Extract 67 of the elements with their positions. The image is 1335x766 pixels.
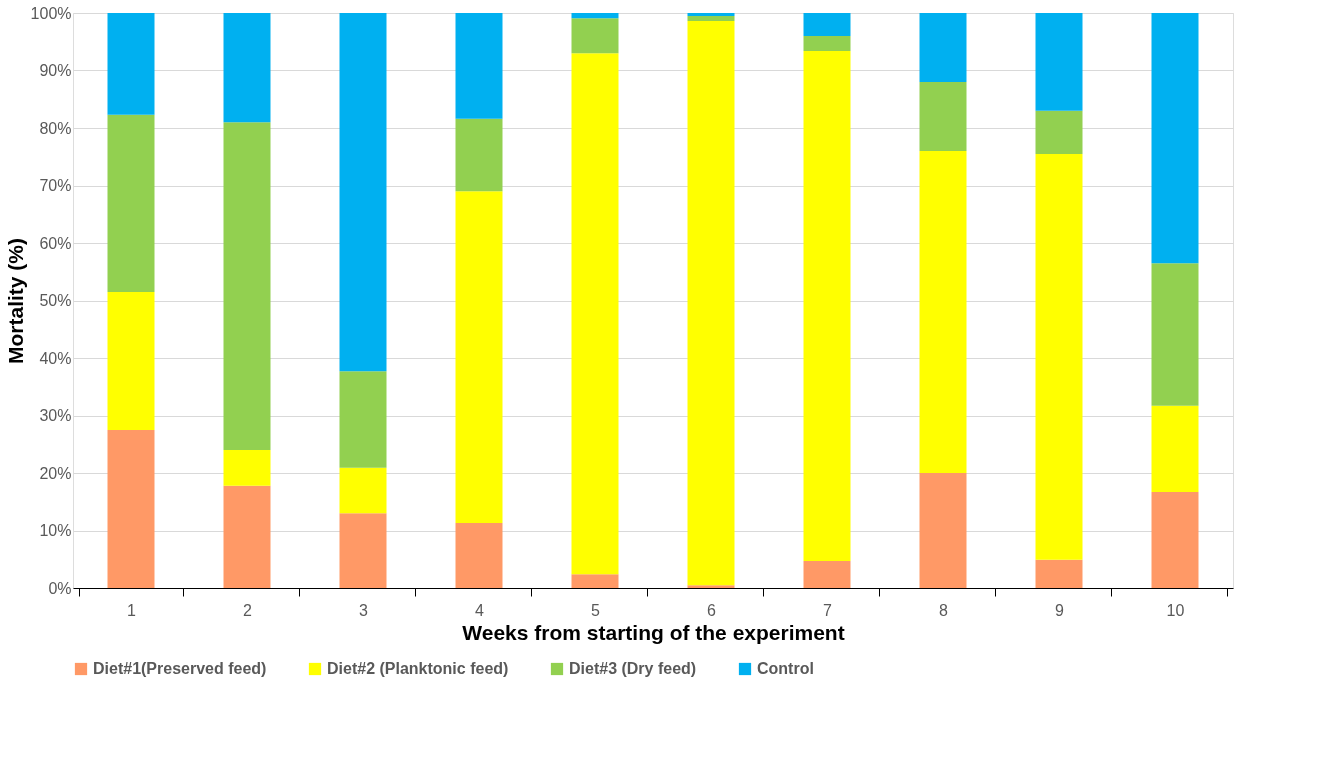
bar	[571, 53, 619, 575]
y-tick-label: 40%	[39, 349, 72, 367]
bar	[107, 13, 155, 115]
bar	[919, 82, 967, 151]
bar	[223, 450, 271, 486]
bar	[223, 485, 271, 588]
bar	[687, 585, 735, 588]
bar	[223, 122, 271, 450]
y-tick-label: 50%	[39, 292, 72, 309]
bar	[1151, 263, 1199, 406]
bar	[107, 114, 155, 292]
y-tick-label: 10%	[39, 522, 72, 539]
bar	[803, 560, 851, 588]
legend-label: Control	[757, 660, 814, 677]
x-tick-label: 4	[475, 601, 485, 619]
bar	[803, 13, 851, 36]
bar	[1151, 13, 1199, 264]
bar	[455, 523, 503, 588]
bar	[919, 13, 967, 82]
bar	[339, 467, 387, 514]
bar	[919, 151, 967, 473]
bar	[803, 50, 851, 561]
x-axis-title: Weeks from starting of the experiment	[462, 620, 845, 644]
legend-label: Diet#2 (Planktonic feed)	[327, 660, 509, 677]
x-tick-label: 6	[707, 601, 717, 619]
bar	[223, 13, 271, 123]
bar	[107, 429, 155, 588]
legend-label: Diet#3 (Dry feed)	[569, 660, 697, 677]
bar	[455, 191, 503, 524]
bar	[571, 574, 619, 588]
bar	[687, 15, 735, 22]
x-tick-label: 3	[359, 601, 369, 619]
bar	[107, 291, 155, 430]
legend-label: Diet#1(Preserved feed)	[93, 660, 267, 677]
bar	[339, 13, 387, 372]
x-tick-label: 8	[939, 601, 949, 619]
bar	[571, 13, 619, 19]
x-tick-label: 7	[823, 601, 833, 619]
y-tick-label: 80%	[39, 119, 72, 137]
bar	[687, 21, 735, 586]
x-tick-label: 2	[243, 601, 253, 619]
y-tick-label: 70%	[39, 177, 72, 194]
bar	[1151, 405, 1199, 492]
bar	[1151, 491, 1199, 588]
bar	[919, 473, 967, 588]
y-tick-label: 20%	[39, 464, 72, 482]
bar	[1035, 13, 1083, 111]
y-axis-title: Mortality (%)	[3, 238, 27, 364]
bar	[571, 18, 619, 54]
y-tick-label: 0%	[48, 579, 72, 597]
bar	[803, 36, 851, 51]
y-tick-label: 30%	[39, 407, 72, 424]
bar	[1035, 153, 1083, 560]
bar	[455, 13, 503, 119]
bar	[339, 513, 387, 588]
x-tick-label: 9	[1055, 601, 1065, 619]
y-tick-label: 90%	[39, 62, 72, 79]
x-tick-label: 10	[1166, 601, 1185, 619]
bar	[1035, 559, 1083, 588]
y-tick-label: 60%	[39, 234, 72, 252]
y-tick-label: 100%	[30, 4, 72, 22]
x-tick-label: 5	[591, 601, 601, 619]
bar	[455, 118, 503, 192]
x-tick-label: 1	[127, 601, 137, 619]
bar	[339, 371, 387, 468]
bar	[687, 13, 735, 16]
bar	[1035, 110, 1083, 154]
